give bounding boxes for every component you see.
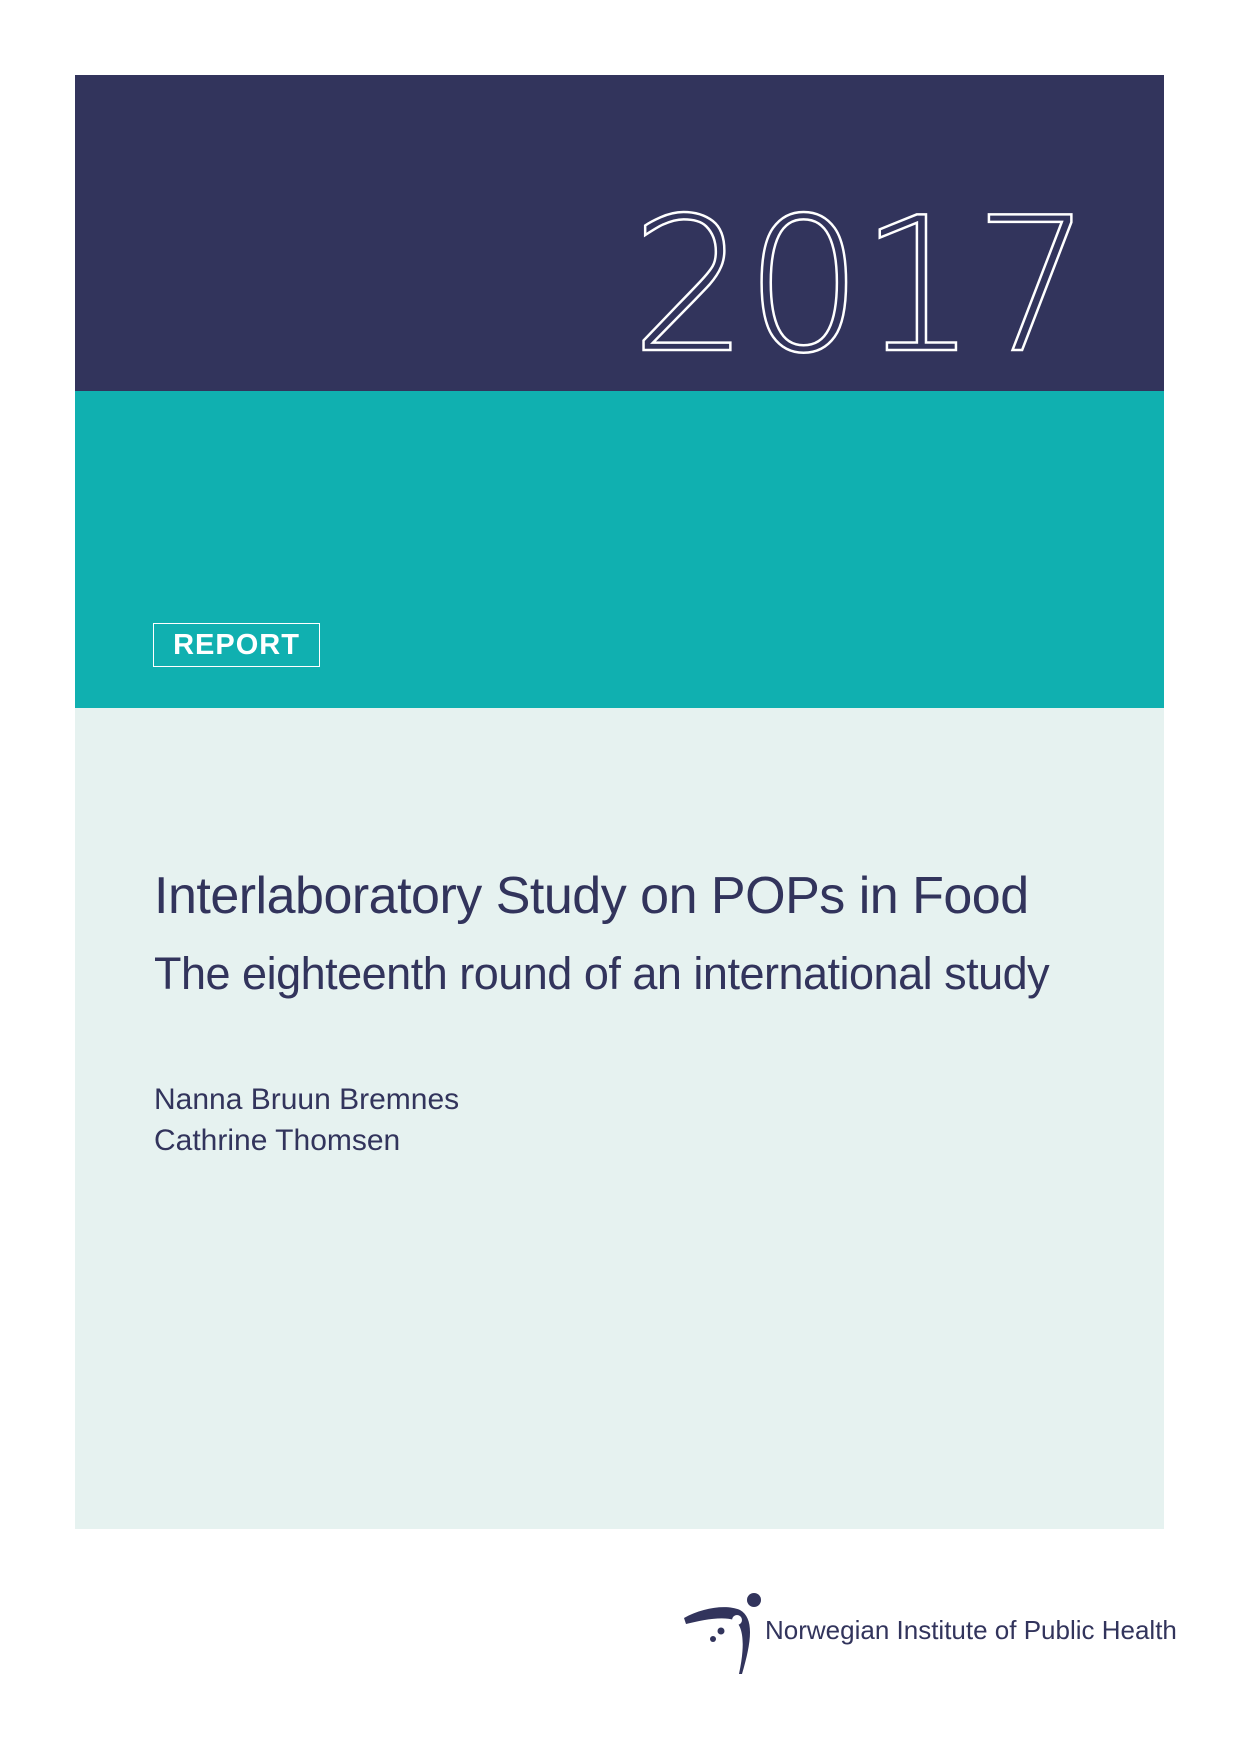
fhi-figure-logo-icon xyxy=(684,1593,761,1674)
report-badge: REPORT xyxy=(153,623,320,667)
author-2: Cathrine Thomsen xyxy=(154,1124,401,1157)
author-1: Nanna Bruun Bremnes xyxy=(154,1083,460,1116)
title-panel: Interlaboratory Study on POPs in Food Th… xyxy=(75,708,1164,1529)
page-subtitle: The eighteenth round of an international… xyxy=(154,948,1050,999)
report-year: 2017 xyxy=(629,177,1093,394)
publisher-name: Norwegian Institute of Public Health xyxy=(765,1615,1177,1645)
header-band: 2017 xyxy=(75,75,1164,391)
category-band: REPORT xyxy=(75,391,1164,708)
page-title: Interlaboratory Study on POPs in Food xyxy=(154,867,1029,925)
